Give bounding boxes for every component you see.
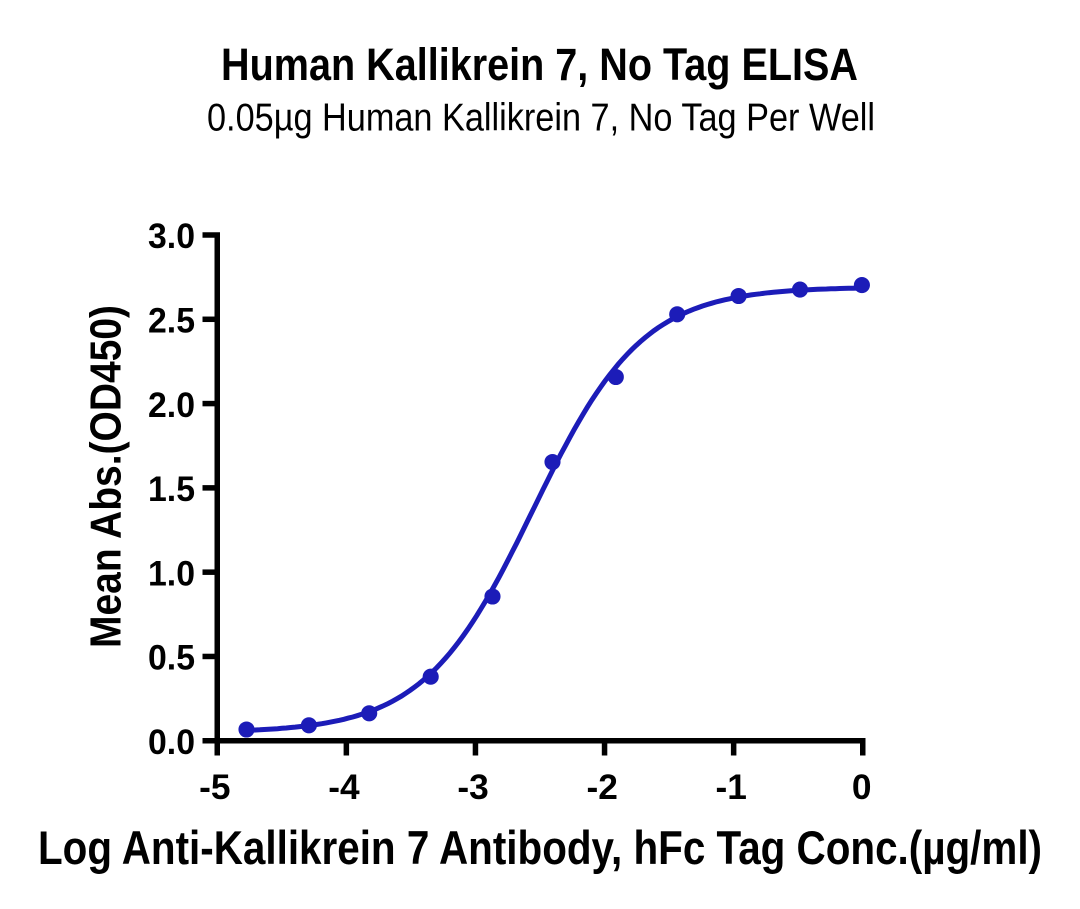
svg-text:Log Anti-Kallikrein 7 Antibody: Log Anti-Kallikrein 7 Antibody, hFc Tag … <box>38 822 1042 875</box>
svg-text:3.0: 3.0 <box>148 217 195 256</box>
svg-text:-3: -3 <box>457 768 488 807</box>
svg-text:-1: -1 <box>716 768 747 807</box>
svg-text:-4: -4 <box>328 768 360 807</box>
svg-text:Mean Abs.(OD450): Mean Abs.(OD450) <box>81 305 130 648</box>
svg-text:0: 0 <box>852 768 872 807</box>
svg-text:Human Kallikrein 7, No Tag ELI: Human Kallikrein 7, No Tag ELISA <box>221 39 858 90</box>
svg-text:2.5: 2.5 <box>148 301 195 340</box>
svg-text:0.0: 0.0 <box>148 723 195 762</box>
svg-text:1.0: 1.0 <box>148 554 195 593</box>
svg-text:-5: -5 <box>199 768 230 807</box>
svg-text:1.5: 1.5 <box>148 470 195 509</box>
svg-text:2.0: 2.0 <box>148 386 195 425</box>
svg-text:0.05µg Human Kallikrein 7, No: 0.05µg Human Kallikrein 7, No Tag Per We… <box>207 97 875 140</box>
svg-text:0.5: 0.5 <box>148 639 195 678</box>
svg-text:-2: -2 <box>586 768 617 807</box>
